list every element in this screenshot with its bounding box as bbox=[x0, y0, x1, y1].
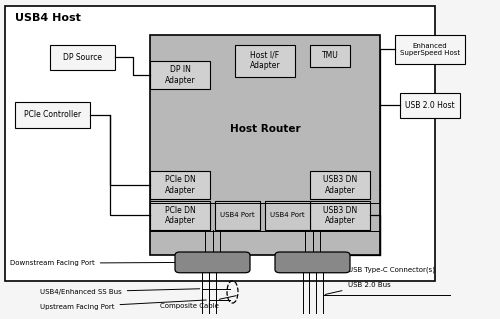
Bar bbox=[5, 6, 435, 281]
Text: Upstream Facing Port: Upstream Facing Port bbox=[40, 300, 206, 310]
Text: USB 2.0 Bus: USB 2.0 Bus bbox=[325, 282, 390, 294]
Bar bbox=[215, 201, 260, 230]
Text: USB 2.0 Host: USB 2.0 Host bbox=[405, 101, 455, 110]
Text: Host I/F
Adapter: Host I/F Adapter bbox=[250, 51, 280, 70]
Bar bbox=[310, 171, 370, 199]
FancyBboxPatch shape bbox=[275, 252, 350, 273]
Text: USB3 DN
Adapter: USB3 DN Adapter bbox=[323, 206, 357, 225]
Bar bbox=[50, 45, 115, 70]
Text: PCIe Controller: PCIe Controller bbox=[24, 110, 81, 119]
Text: Composite Cable: Composite Cable bbox=[160, 296, 236, 308]
Bar bbox=[150, 171, 210, 199]
Bar bbox=[198, 252, 226, 255]
Bar bbox=[310, 45, 350, 67]
Text: DP IN
Adapter: DP IN Adapter bbox=[164, 65, 196, 85]
Bar bbox=[150, 201, 210, 230]
Text: Host Router: Host Router bbox=[230, 124, 300, 134]
Bar bbox=[395, 35, 465, 64]
FancyBboxPatch shape bbox=[175, 252, 250, 273]
Text: USB Type-C Connector(s): USB Type-C Connector(s) bbox=[348, 263, 434, 273]
Text: USB4/Enhanced SS Bus: USB4/Enhanced SS Bus bbox=[40, 289, 200, 295]
Bar bbox=[235, 45, 295, 77]
Bar bbox=[15, 102, 90, 128]
Bar bbox=[265, 201, 310, 230]
Bar bbox=[150, 61, 210, 89]
Text: PCIe DN
Adapter: PCIe DN Adapter bbox=[164, 206, 196, 225]
Bar bbox=[400, 93, 460, 118]
Polygon shape bbox=[298, 255, 326, 266]
Text: PCIe DN
Adapter: PCIe DN Adapter bbox=[164, 175, 196, 195]
Text: TMU: TMU bbox=[322, 51, 338, 60]
Text: DP Source: DP Source bbox=[63, 53, 102, 62]
Text: Downstream Facing Port: Downstream Facing Port bbox=[10, 260, 190, 266]
Text: Enhanced
SuperSpeed Host: Enhanced SuperSpeed Host bbox=[400, 43, 460, 56]
Bar bbox=[298, 252, 326, 255]
Text: USB4 Host: USB4 Host bbox=[15, 13, 81, 23]
Text: USB3 DN
Adapter: USB3 DN Adapter bbox=[323, 175, 357, 195]
Text: USB4 Port: USB4 Port bbox=[220, 212, 255, 218]
Polygon shape bbox=[198, 255, 226, 266]
Text: USB4 Port: USB4 Port bbox=[270, 212, 305, 218]
Bar bbox=[150, 35, 380, 255]
Bar bbox=[310, 201, 370, 230]
